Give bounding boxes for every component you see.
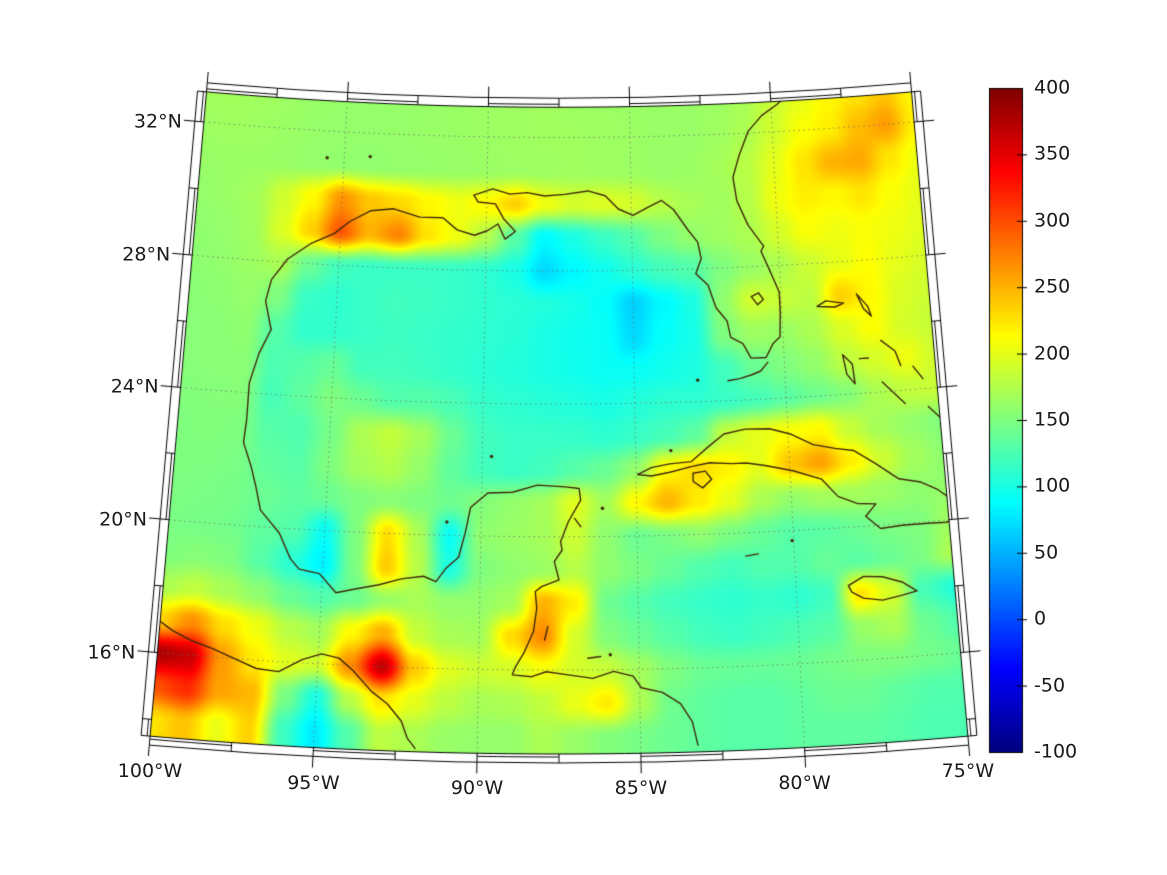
lat-tick-label: 28°N <box>122 243 171 266</box>
lat-tick-label: 24°N <box>110 375 159 398</box>
lat-tick-label: 32°N <box>133 110 182 133</box>
colorbar-tick-label: 350 <box>1034 142 1071 165</box>
colorbar-tick-label: -50 <box>1034 674 1066 697</box>
lon-tick-label: 85°W <box>614 777 668 800</box>
colorbar-tick-label: 0 <box>1034 607 1047 630</box>
lon-tick-label: 80°W <box>778 771 831 794</box>
colorbar-tick-label: 100 <box>1034 474 1071 497</box>
lat-tick-label: 20°N <box>99 508 148 531</box>
colorbar-tick-label: 400 <box>1034 76 1071 99</box>
colorbar-tick-label: 250 <box>1034 275 1071 298</box>
colorbar-tick-label: 50 <box>1034 541 1059 564</box>
colorbar-tick-label: 200 <box>1034 342 1071 365</box>
lat-tick-label: 16°N <box>87 641 136 664</box>
lon-tick-label: 100°W <box>117 760 183 783</box>
lon-tick-label: 75°W <box>941 760 995 783</box>
lon-tick-label: 95°W <box>287 771 340 794</box>
colorbar-tick-label: -100 <box>1034 740 1078 763</box>
colorbar-tick-label: 150 <box>1034 408 1071 431</box>
lon-tick-label: 90°W <box>450 777 504 800</box>
colorbar-tick-label: 300 <box>1034 209 1071 232</box>
